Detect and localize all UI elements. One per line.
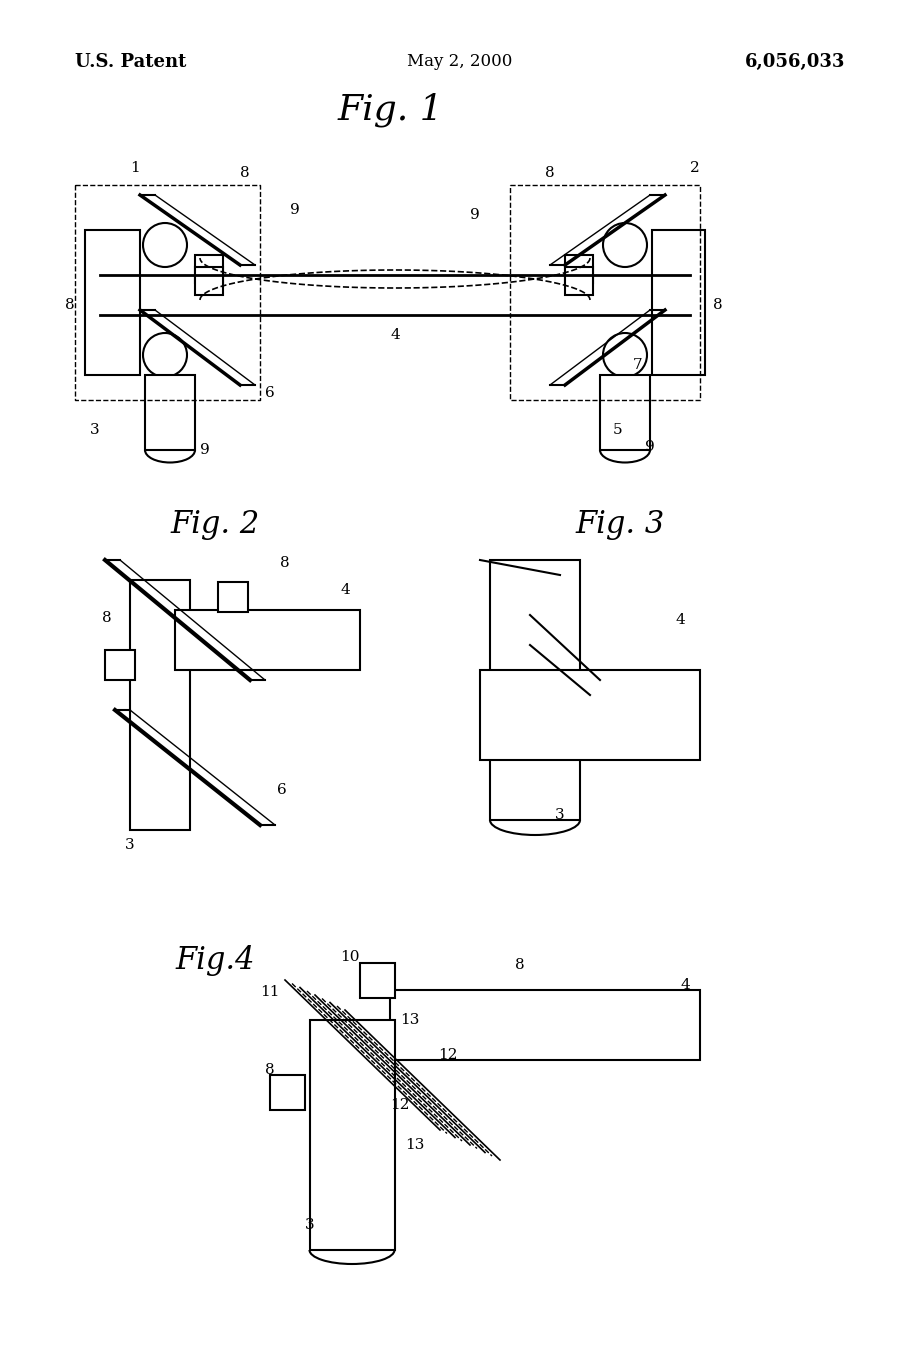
- Text: Fig. 3: Fig. 3: [574, 510, 664, 541]
- Bar: [130, 580, 190, 830]
- Text: 4: 4: [679, 977, 689, 992]
- Text: 5: 5: [613, 423, 622, 437]
- Text: 3: 3: [305, 1218, 314, 1232]
- Bar: [359, 963, 394, 998]
- Text: 11: 11: [260, 986, 279, 999]
- Text: Fig. 1: Fig. 1: [336, 93, 442, 127]
- Text: 8: 8: [102, 611, 112, 625]
- Bar: [310, 1019, 394, 1251]
- Text: 8: 8: [240, 166, 250, 180]
- Bar: [145, 375, 195, 450]
- Bar: [175, 610, 359, 671]
- Bar: [390, 990, 699, 1060]
- Text: 9: 9: [644, 439, 654, 454]
- Text: 4: 4: [675, 612, 684, 627]
- Bar: [195, 256, 222, 283]
- Bar: [652, 230, 704, 375]
- Bar: [490, 560, 579, 821]
- Bar: [564, 266, 593, 295]
- Text: May 2, 2000: May 2, 2000: [407, 54, 512, 70]
- Text: 8: 8: [515, 959, 524, 972]
- Text: 9: 9: [470, 208, 480, 222]
- Text: 4: 4: [340, 583, 349, 598]
- Bar: [599, 375, 650, 450]
- Text: 13: 13: [400, 1013, 419, 1028]
- Text: 13: 13: [405, 1138, 425, 1152]
- Text: 6: 6: [277, 783, 287, 796]
- Text: 8: 8: [265, 1063, 275, 1078]
- Text: 2: 2: [689, 161, 699, 174]
- Bar: [480, 671, 699, 760]
- Bar: [85, 230, 140, 375]
- Text: Fig.4: Fig.4: [175, 945, 255, 976]
- Text: Fig. 2: Fig. 2: [170, 510, 259, 541]
- Text: 12: 12: [437, 1048, 458, 1063]
- Text: 3: 3: [90, 423, 99, 437]
- Text: 3: 3: [554, 808, 564, 822]
- Text: 9: 9: [289, 203, 300, 218]
- Text: 1: 1: [130, 161, 140, 174]
- Text: 7: 7: [632, 358, 642, 372]
- Text: 10: 10: [340, 950, 359, 964]
- Text: 4: 4: [390, 329, 400, 342]
- Bar: [269, 1075, 305, 1110]
- Bar: [564, 256, 593, 283]
- Text: 9: 9: [200, 443, 210, 457]
- Bar: [218, 581, 248, 612]
- Text: 3: 3: [125, 838, 135, 852]
- Text: 8: 8: [712, 297, 722, 312]
- Bar: [105, 650, 135, 680]
- Text: 8: 8: [545, 166, 554, 180]
- Text: 6,056,033: 6,056,033: [743, 53, 844, 72]
- Text: 8: 8: [280, 556, 289, 571]
- Text: U.S. Patent: U.S. Patent: [75, 53, 187, 72]
- Text: 12: 12: [390, 1098, 409, 1111]
- Text: 8: 8: [65, 297, 74, 312]
- Bar: [195, 266, 222, 295]
- Text: 6: 6: [265, 387, 275, 400]
